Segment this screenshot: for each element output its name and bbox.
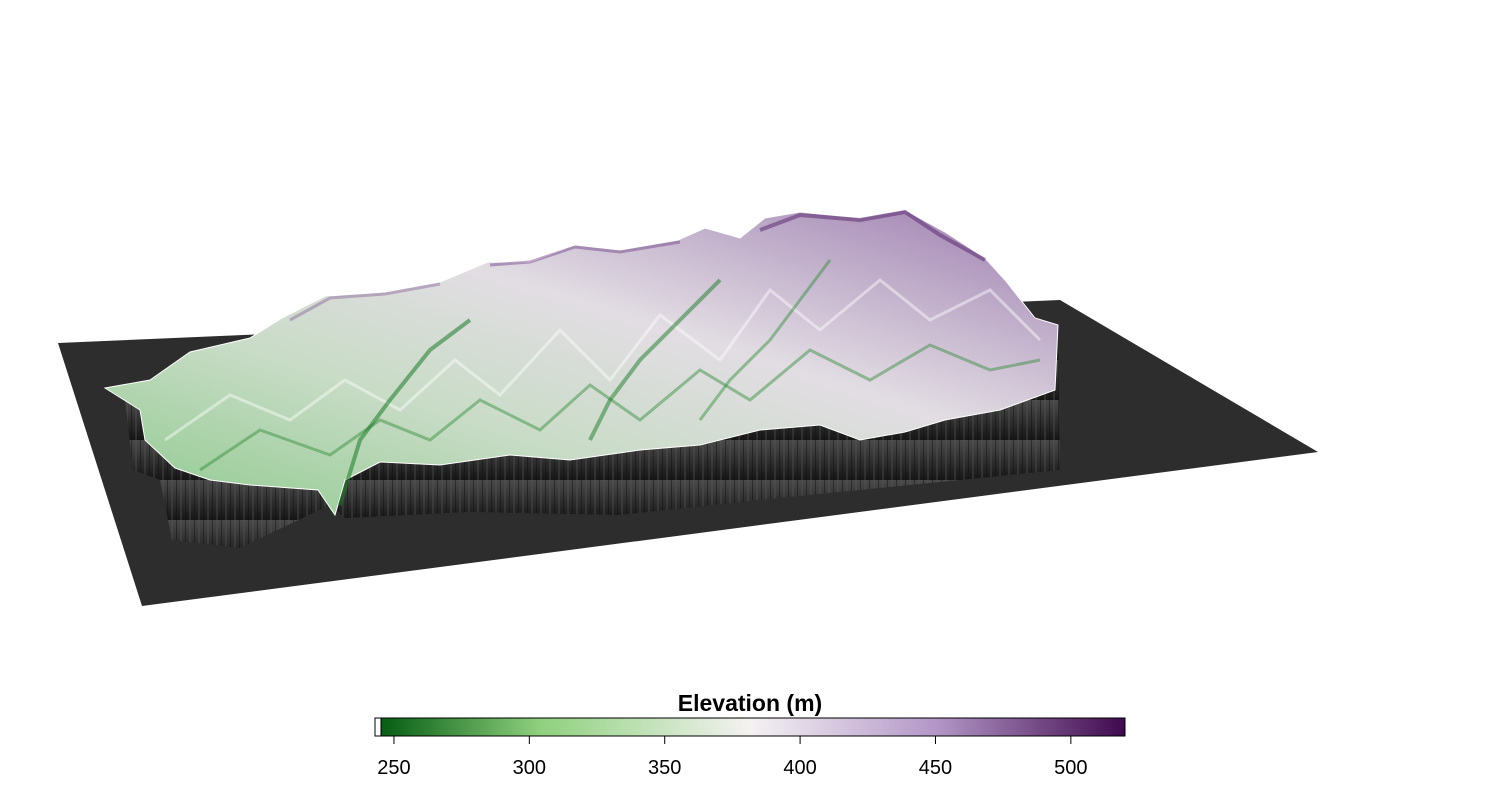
legend-tick-label: 400 xyxy=(783,757,816,779)
legend-color-bar xyxy=(374,717,1126,737)
legend-tick-label: 500 xyxy=(1054,757,1087,779)
legend-ticks: 250 300 350 400 450 500 xyxy=(377,736,1088,779)
legend-title: Elevation (m) xyxy=(678,690,822,716)
legend-na-swatch xyxy=(374,717,382,737)
legend-tick-label: 300 xyxy=(513,757,546,779)
terrain-surface xyxy=(103,209,1059,517)
legend-tick-label: 350 xyxy=(648,757,681,779)
elevation-legend: Elevation (m) 250 300 350 400 450 500 xyxy=(374,690,1126,779)
legend-tick-label: 250 xyxy=(377,757,410,779)
legend-tick-label: 450 xyxy=(919,757,952,779)
